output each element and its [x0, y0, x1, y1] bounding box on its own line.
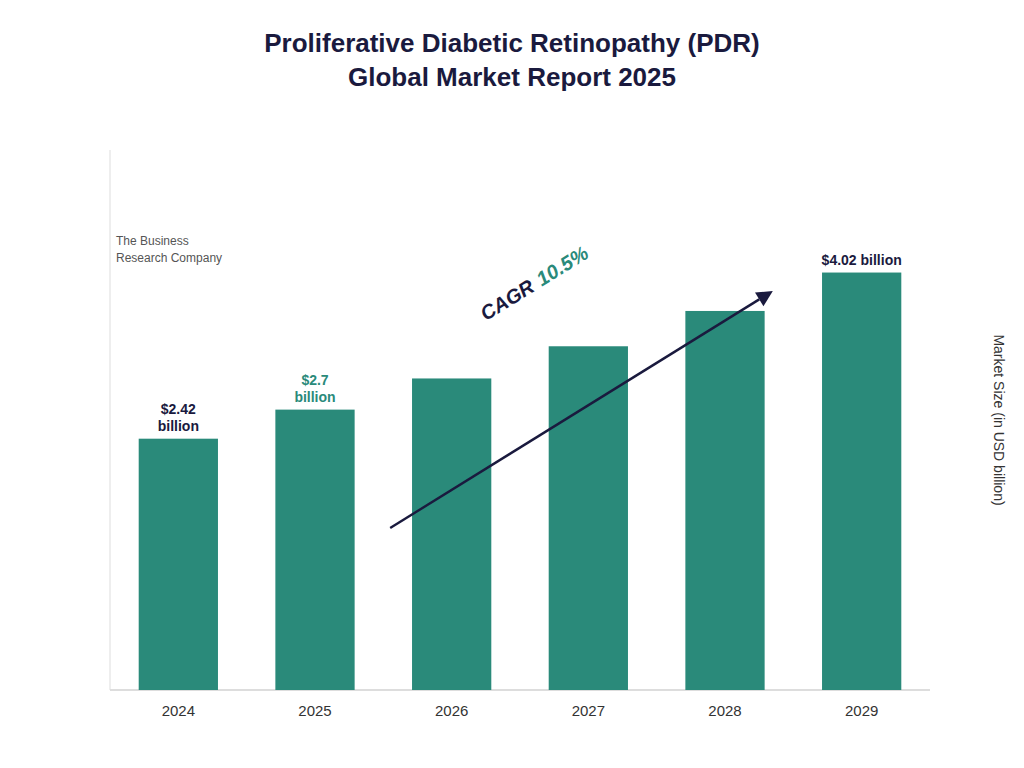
bar	[549, 346, 628, 690]
trend-arrow	[390, 299, 759, 528]
x-tick-label: 2025	[298, 702, 331, 719]
annotation-line: $2.7	[301, 372, 328, 388]
y-axis-line	[110, 150, 111, 690]
logo-line: Research Company	[116, 251, 222, 265]
background	[0, 0, 1024, 768]
title: Proliferative Diabetic Retinopathy (PDR)…	[264, 28, 760, 92]
x-tick-label: 2028	[708, 702, 741, 719]
x-tick-label: 2024	[162, 702, 195, 719]
trend-label-part: CAGR	[476, 275, 538, 325]
annotation-line: billion	[158, 418, 199, 434]
logo-text: The Business Research Company	[116, 234, 222, 265]
bar	[412, 378, 491, 690]
trend-arrow-head	[755, 291, 773, 306]
trend-label: CAGR10.5%	[476, 241, 592, 324]
value-annotation: $2.42billion	[158, 401, 199, 434]
bar	[139, 439, 218, 690]
title-line: Proliferative Diabetic Retinopathy (PDR)	[264, 28, 760, 58]
bar	[685, 311, 764, 690]
x-axis-line	[110, 690, 930, 691]
annotation-line: $2.42	[161, 401, 196, 417]
value-annotation: $2.7billion	[294, 372, 335, 405]
annotation-line: billion	[294, 389, 335, 405]
bars	[139, 273, 902, 690]
logo-line: The Business	[116, 234, 189, 248]
y-axis-label: Market Size (in USD billion)	[991, 334, 1007, 505]
chart: Proliferative Diabetic Retinopathy (PDR)…	[0, 0, 1024, 768]
x-tick-label: 2029	[845, 702, 878, 719]
title-line: Global Market Report 2025	[348, 62, 676, 92]
x-tick-label: 2027	[572, 702, 605, 719]
value-annotation: $4.02 billion	[822, 252, 902, 268]
x-tick-label: 2026	[435, 702, 468, 719]
bar	[822, 273, 901, 690]
trend-label-part: 10.5%	[532, 241, 592, 290]
annotation-line: $4.02 billion	[822, 252, 902, 268]
bar	[275, 410, 354, 690]
